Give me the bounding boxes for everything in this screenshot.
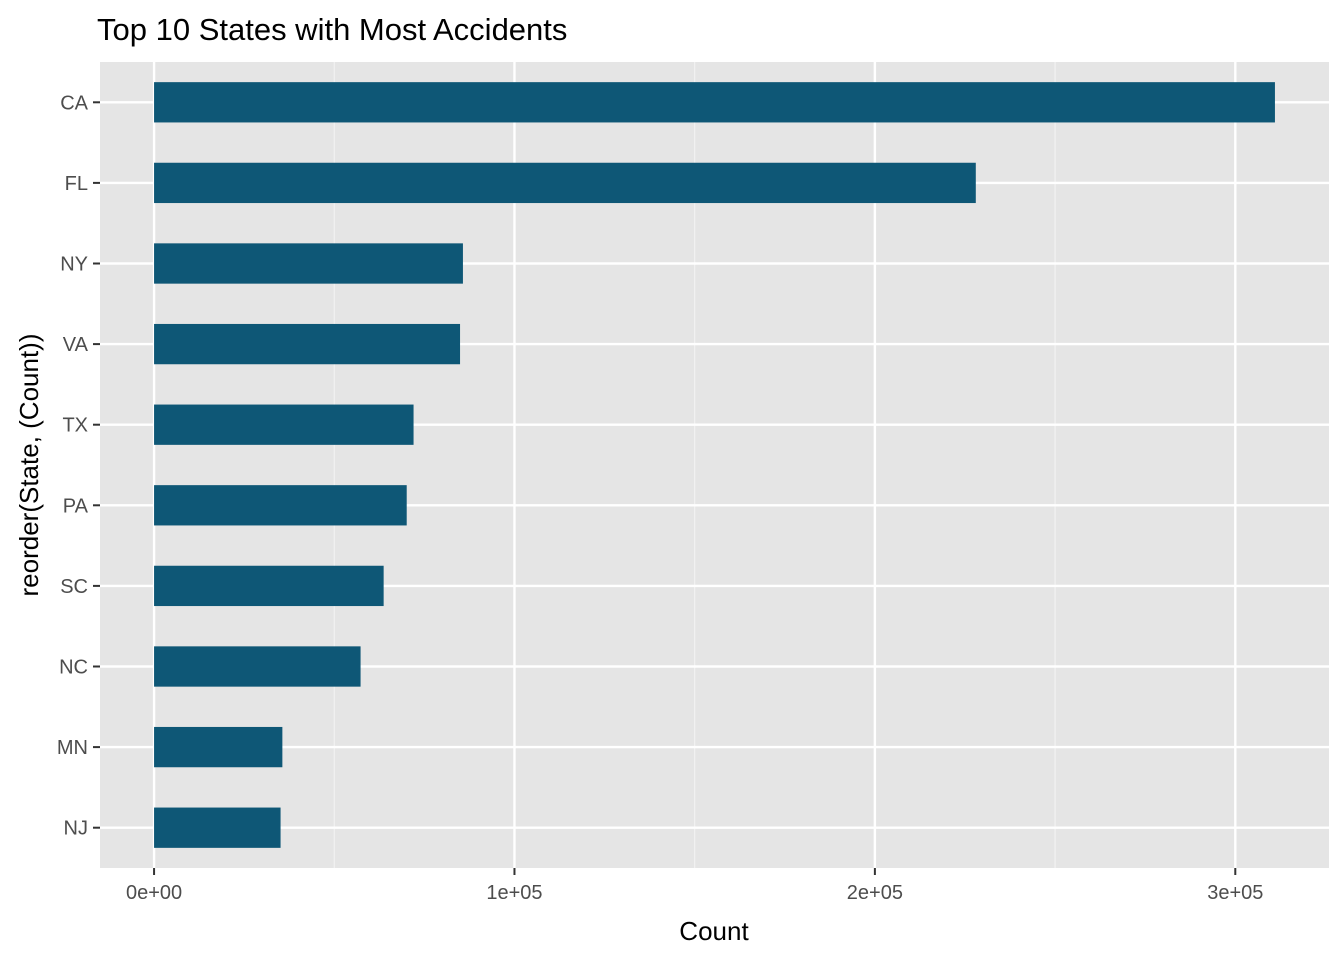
bar-mn (154, 726, 283, 768)
x-tick-label: 0e+00 (126, 882, 182, 904)
bar-va (154, 323, 461, 365)
bar-ca (154, 82, 1275, 123)
y-tick-label: NY (60, 254, 88, 276)
y-tick-label: PA (63, 495, 89, 517)
y-tick-label: NC (59, 657, 88, 679)
bar-pa (154, 485, 407, 526)
bar-fl (154, 162, 976, 204)
y-axis-title: reorder(State, (Count)) (14, 334, 44, 597)
bar-nj (154, 807, 281, 848)
y-axis: CA FL NY VA TX PA SC NC MN NJ (57, 92, 100, 840)
y-tick-label: SC (60, 576, 88, 598)
bar-tx (154, 404, 414, 445)
x-tick-label: 1e+05 (486, 882, 542, 904)
x-axis: 0e+00 1e+05 2e+05 3e+05 (126, 868, 1263, 904)
x-tick-label: 3e+05 (1207, 882, 1263, 904)
bar-ny (154, 243, 463, 284)
y-tick-label: VA (63, 334, 89, 356)
bar-sc (154, 565, 384, 607)
y-tick-label: TX (62, 415, 88, 437)
bars (154, 82, 1275, 848)
y-tick-label: MN (57, 737, 88, 759)
bar-nc (154, 646, 361, 687)
y-tick-label: CA (60, 92, 88, 114)
y-tick-label: NJ (64, 818, 88, 840)
chart-title: Top 10 States with Most Accidents (97, 12, 567, 47)
x-axis-title: Count (679, 916, 749, 946)
x-tick-label: 2e+05 (847, 882, 903, 904)
y-tick-label: FL (65, 173, 88, 195)
